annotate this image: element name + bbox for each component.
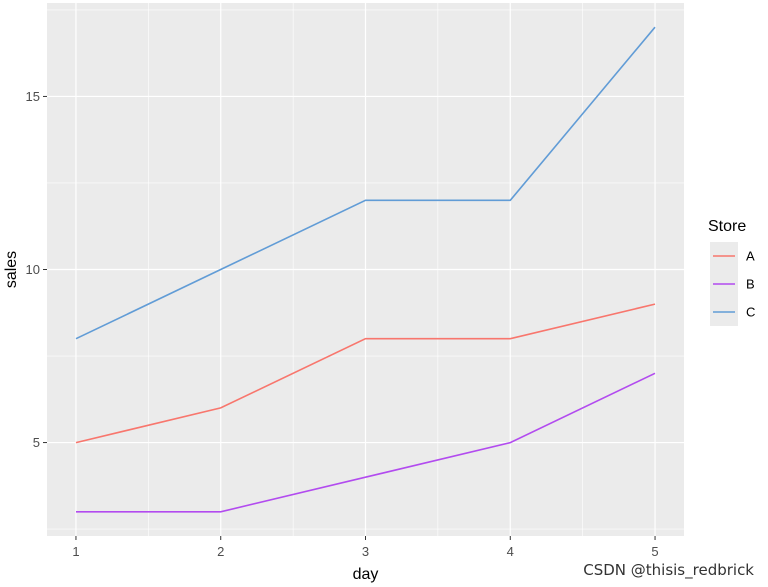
y-tick-label: 5 (33, 435, 40, 450)
x-tick-label: 3 (362, 544, 369, 559)
x-axis-title: day (353, 566, 379, 583)
x-tick-label: 5 (651, 544, 658, 559)
y-axis-ticks: 5 10 15 (26, 89, 47, 450)
x-tick-label: 1 (72, 544, 79, 559)
series-line-c (75, 26, 656, 340)
legend-label-b: B (746, 277, 755, 292)
series-line-b (76, 372, 656, 513)
series-lines (75, 26, 656, 513)
x-tick-label: 4 (507, 544, 514, 559)
x-axis-ticks: 1 2 3 4 5 (72, 536, 659, 559)
watermark: CSDN @thisis_redbrick (583, 561, 754, 579)
y-axis-title: sales (3, 251, 20, 288)
x-tick-label: 2 (217, 544, 224, 559)
legend-label-c: C (746, 305, 755, 320)
legend-items: ABC (713, 249, 755, 320)
legend-title: Store (708, 218, 746, 235)
series-line-a (75, 303, 656, 444)
legend: Store ABC (708, 218, 755, 326)
y-tick-label: 10 (26, 262, 40, 277)
legend-label-a: A (746, 249, 755, 264)
y-tick-label: 15 (26, 89, 40, 104)
